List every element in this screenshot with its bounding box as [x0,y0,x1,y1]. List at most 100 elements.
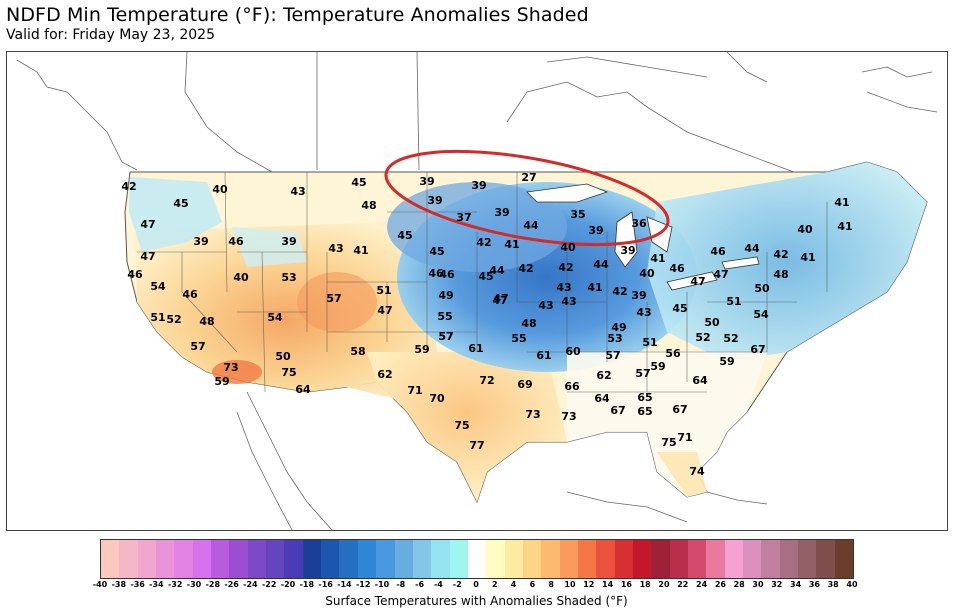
colorbar-tick: 38 [827,580,839,589]
colorbar-tick: 8 [548,580,554,589]
colorbar-swatch [412,540,432,578]
temp-label: 50 [704,316,720,329]
colorbar-tick: 0 [473,580,479,589]
temp-label: 47 [690,275,705,288]
colorbar-tick: -18 [299,580,315,589]
temp-label: 43 [556,281,571,294]
colorbar-swatch [798,540,817,578]
temp-label: 47 [492,294,507,307]
colorbar-tick: 22 [677,580,689,589]
temp-label: 59 [414,343,429,356]
temp-label: 40 [797,223,813,236]
temp-label: 71 [677,431,692,444]
temp-label: 44 [489,264,505,277]
temp-label: 51 [150,311,165,324]
temp-label: 43 [290,185,305,198]
colorbar-swatch [284,540,303,578]
temp-label: 47 [493,292,508,305]
temp-label: 75 [281,366,296,379]
temp-label: 62 [377,368,392,381]
colorbar-tick: 30 [752,580,764,589]
temp-label: 55 [437,310,452,323]
temp-label: 43 [636,306,651,319]
colorbar-swatch [247,540,267,578]
colorbar-swatch [229,540,248,578]
colorbar-tick: 4 [510,580,517,589]
temp-label: 47 [140,218,155,231]
temp-label: 52 [695,331,710,344]
temp-label: 51 [726,295,741,308]
temp-label: 45 [351,176,366,189]
temp-label: 42 [476,236,491,249]
colorbar-swatch [632,540,652,578]
colorbar-swatch [156,540,175,578]
colorbar-tick: 40 [846,580,858,589]
colorbar-swatch [614,540,633,578]
colorbar-tick: -36 [130,580,145,589]
colorbar-tick: -38 [111,580,127,589]
temp-label: 54 [753,308,769,321]
colorbar-swatch [137,540,157,578]
temp-label: 66 [564,380,580,393]
temp-label: 65 [637,405,652,418]
colorbar-tick: -28 [205,580,221,589]
temp-label: 39 [631,289,646,302]
colorbar-swatch [779,540,799,578]
colorbar-swatch [394,540,413,578]
temp-label: 44 [523,219,539,232]
colorbar-tick: -20 [280,580,296,589]
temp-label: 48 [361,199,376,212]
colorbar-tick: 24 [696,580,708,589]
canada-border-lines [16,52,938,530]
temp-label: 39 [419,175,434,188]
temp-label: 36 [631,217,647,230]
colorbar-swatch [211,540,230,578]
colorbar-tick: -16 [318,580,333,589]
temp-label: 54 [150,280,166,293]
colorbar-swatch [816,540,835,578]
temp-label: 53 [281,271,296,284]
temp-label: 41 [650,252,665,265]
temp-label: 46 [228,235,244,248]
temp-label: 45 [672,302,687,315]
temp-label: 72 [479,374,494,387]
colorbar-swatch [486,540,505,578]
temp-label: 54 [267,311,283,324]
colorbar-swatch [302,540,322,578]
temp-label: 47 [713,268,728,281]
temp-label: 60 [565,345,581,358]
temp-label: 75 [454,419,469,432]
temperature-map: 42 45 40 43 45 48 47 39 46 39 43 41 45 47 46 40 53 54 46 57… [6,51,948,531]
temp-label: 64 [594,392,610,405]
temp-label: 61 [468,342,483,355]
temp-label: 57 [635,367,650,380]
colorbar-swatch [522,540,542,578]
colorbar-tick: 16 [620,580,632,589]
colorbar-tick: 10 [564,580,576,589]
colorbar-tick: -6 [415,580,425,589]
colorbar-tick: -2 [452,580,462,589]
temp-label: 59 [214,375,229,388]
colorbar-tick: -22 [261,580,277,589]
temp-label: 71 [407,384,422,397]
temp-label: 37 [456,211,471,224]
temp-label: 57 [605,349,620,362]
temp-label: 75 [661,436,676,449]
temp-label: 46 [127,268,143,281]
temp-label: 45 [173,197,188,210]
temp-label: 48 [773,268,788,281]
colorbar-swatch [321,540,340,578]
colorbar-tick: 20 [658,580,670,589]
temp-label: 56 [665,347,681,360]
temp-label: 67 [610,404,625,417]
temp-label: 42 [773,248,788,261]
temp-label: 73 [223,361,238,374]
temp-label: 64 [295,383,311,396]
colorbar-tick: 34 [790,580,802,589]
temp-label: 39 [620,244,635,257]
colorbar-ticks: -40 -38 -36 -34 -32 -30 -28 -26 -24 -22 -20 -18 -16-… [93,580,858,592]
colorbar-swatch [339,540,358,578]
temp-label: 49 [438,289,453,302]
temp-label: 48 [521,317,536,330]
